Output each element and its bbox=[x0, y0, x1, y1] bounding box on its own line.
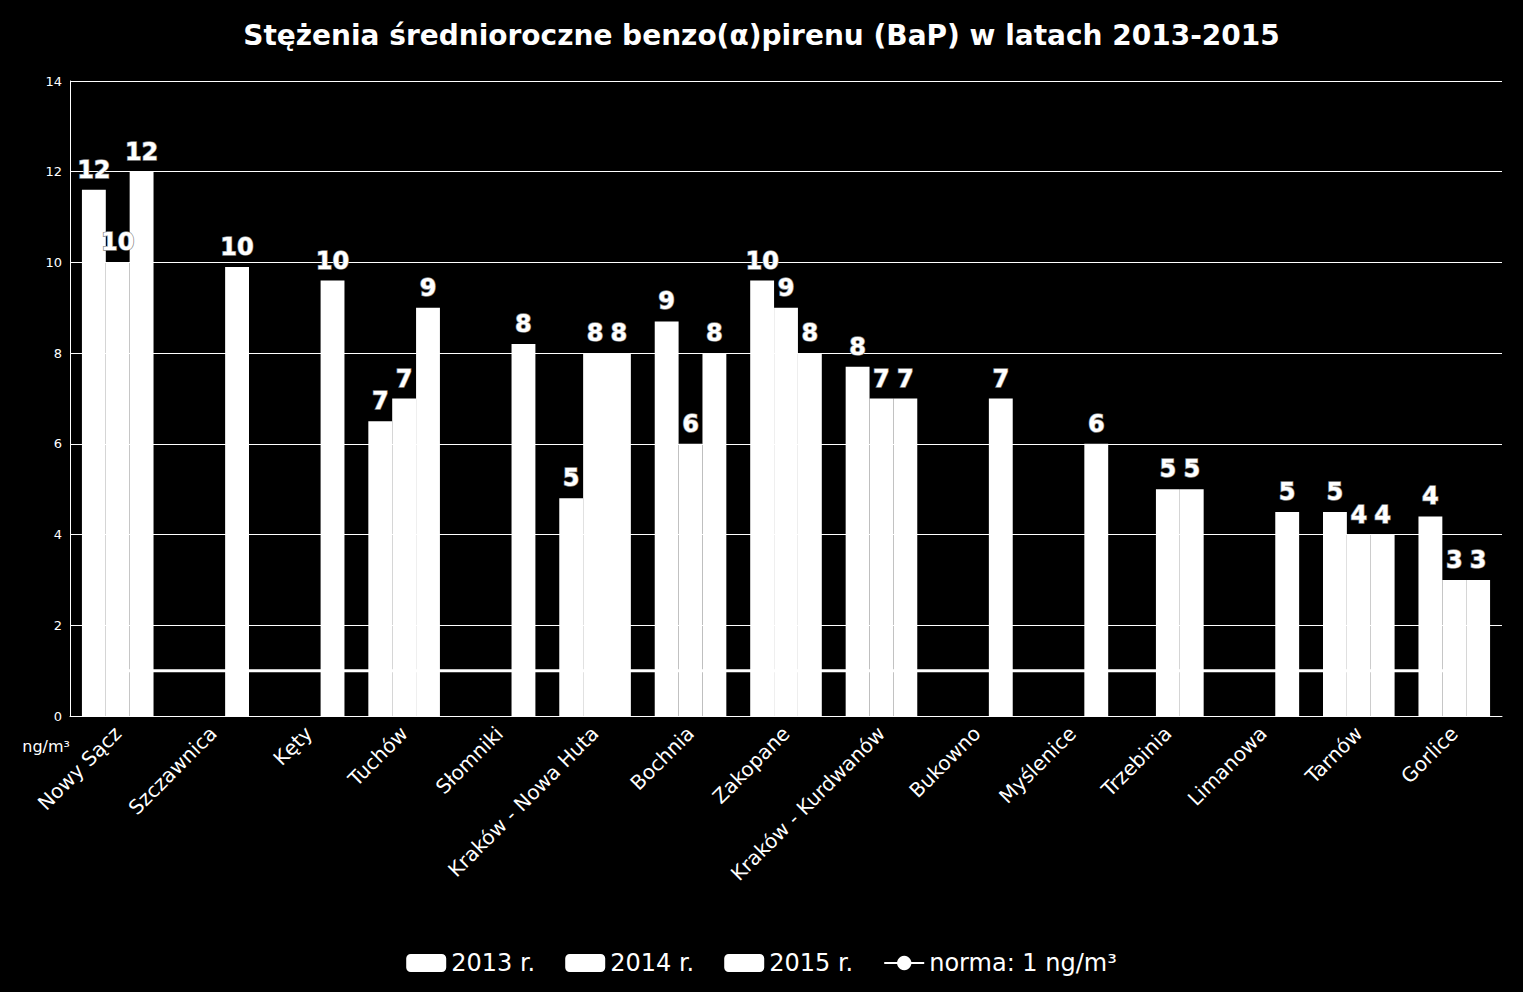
svg-text:10: 10 bbox=[220, 233, 253, 261]
svg-text:ng/m³: ng/m³ bbox=[22, 737, 70, 756]
svg-text:Trzebinia: Trzebinia bbox=[1096, 722, 1177, 803]
svg-text:Kraków - Nowa Huta: Kraków - Nowa Huta bbox=[443, 722, 603, 882]
svg-text:2014 r.: 2014 r. bbox=[610, 949, 694, 977]
svg-text:9: 9 bbox=[778, 274, 795, 302]
svg-text:12: 12 bbox=[77, 156, 110, 184]
svg-text:Zakopane: Zakopane bbox=[708, 722, 795, 809]
svg-text:9: 9 bbox=[658, 287, 675, 315]
svg-text:6: 6 bbox=[54, 436, 62, 451]
svg-text:5: 5 bbox=[1160, 455, 1177, 483]
svg-text:Limanowa: Limanowa bbox=[1183, 722, 1272, 811]
svg-text:12: 12 bbox=[45, 164, 62, 179]
svg-text:7: 7 bbox=[372, 387, 389, 415]
svg-text:5: 5 bbox=[1279, 478, 1296, 506]
svg-text:Stężenia średnioroczne benzo(α: Stężenia średnioroczne benzo(α)pirenu (B… bbox=[243, 19, 1280, 52]
svg-text:Myślenice: Myślenice bbox=[994, 722, 1081, 809]
svg-text:Tuchów: Tuchów bbox=[343, 722, 413, 792]
svg-text:Gorlice: Gorlice bbox=[1396, 722, 1463, 789]
svg-text:Bochnia: Bochnia bbox=[625, 722, 699, 796]
svg-text:4: 4 bbox=[1374, 501, 1391, 529]
svg-text:4: 4 bbox=[1422, 482, 1439, 510]
svg-text:9: 9 bbox=[420, 274, 437, 302]
svg-text:Słomniki: Słomniki bbox=[431, 722, 508, 799]
svg-text:8: 8 bbox=[515, 310, 532, 338]
svg-text:3: 3 bbox=[1470, 546, 1487, 574]
svg-text:5: 5 bbox=[563, 464, 580, 492]
svg-text:Bukowno: Bukowno bbox=[904, 722, 985, 803]
svg-text:8: 8 bbox=[849, 333, 866, 361]
svg-text:7: 7 bbox=[992, 365, 1009, 393]
svg-text:14: 14 bbox=[45, 74, 62, 89]
svg-text:2015 r.: 2015 r. bbox=[769, 949, 853, 977]
svg-text:8: 8 bbox=[54, 346, 62, 361]
svg-text:4: 4 bbox=[1350, 501, 1367, 529]
svg-text:10: 10 bbox=[101, 228, 134, 256]
svg-text:5: 5 bbox=[1183, 455, 1200, 483]
svg-text:2: 2 bbox=[54, 618, 62, 633]
svg-text:7: 7 bbox=[396, 365, 413, 393]
svg-text:6: 6 bbox=[682, 410, 699, 438]
svg-text:0: 0 bbox=[54, 709, 62, 724]
svg-text:12: 12 bbox=[125, 138, 158, 166]
svg-text:10: 10 bbox=[745, 247, 778, 275]
svg-text:Szczawnica: Szczawnica bbox=[124, 722, 222, 820]
svg-text:7: 7 bbox=[897, 365, 914, 393]
svg-text:norma: 1 ng/m³: norma: 1 ng/m³ bbox=[929, 949, 1117, 977]
svg-text:10: 10 bbox=[316, 247, 349, 275]
svg-text:5: 5 bbox=[1327, 478, 1344, 506]
svg-text:6: 6 bbox=[1088, 410, 1105, 438]
svg-text:Kęty: Kęty bbox=[268, 721, 317, 770]
svg-text:Kraków - Kurdwanów: Kraków - Kurdwanów bbox=[726, 722, 890, 886]
svg-text:8: 8 bbox=[587, 319, 604, 347]
svg-text:4: 4 bbox=[54, 527, 62, 542]
svg-text:2013 r.: 2013 r. bbox=[451, 949, 535, 977]
svg-text:7: 7 bbox=[873, 365, 890, 393]
svg-text:Tarnów: Tarnów bbox=[1300, 722, 1367, 789]
svg-text:8: 8 bbox=[706, 319, 723, 347]
svg-text:Nowy Sącz: Nowy Sącz bbox=[33, 722, 126, 815]
svg-text:3: 3 bbox=[1446, 546, 1463, 574]
svg-text:10: 10 bbox=[45, 255, 62, 270]
svg-text:8: 8 bbox=[611, 319, 628, 347]
svg-text:8: 8 bbox=[802, 319, 819, 347]
